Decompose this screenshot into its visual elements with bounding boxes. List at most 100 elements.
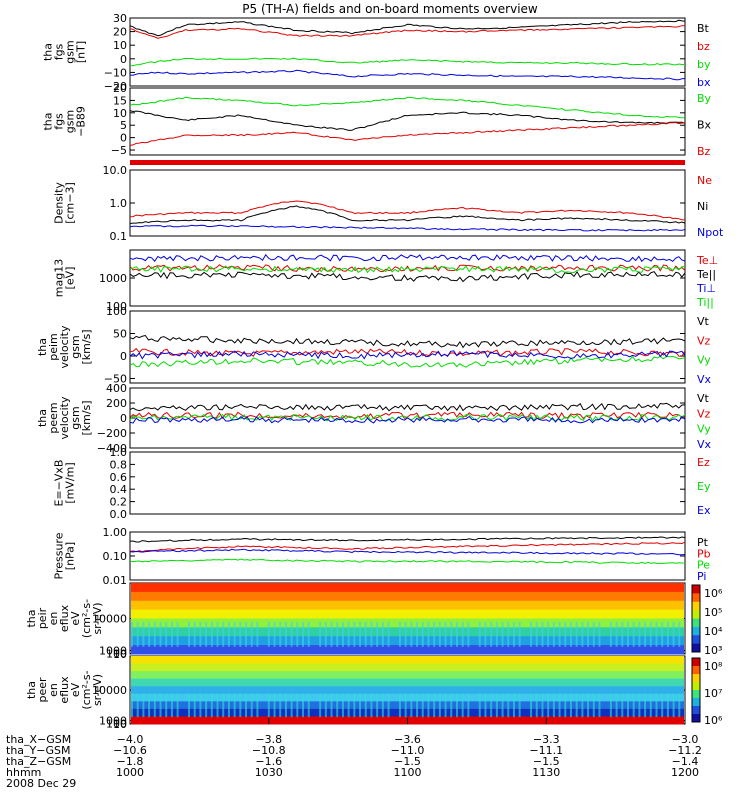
y-axis-label-line: gsm bbox=[64, 110, 77, 133]
y-axis-label-line: velocity bbox=[58, 396, 71, 439]
y-tick-label: 1.0 bbox=[110, 446, 128, 459]
spectrogram-streak bbox=[159, 693, 162, 718]
spectrogram-streak bbox=[501, 622, 504, 647]
spectrogram-streak bbox=[672, 622, 675, 647]
y-tick-label: 10 bbox=[113, 107, 127, 120]
spectrogram-streak bbox=[307, 693, 310, 718]
spectrogram-streak bbox=[467, 693, 470, 718]
spectrogram-streak bbox=[370, 693, 373, 718]
spectrogram-band bbox=[131, 583, 684, 593]
legend-entry: Te|| bbox=[696, 268, 716, 281]
y-axis-label-line: gsm bbox=[69, 335, 82, 358]
spectrogram-streak bbox=[638, 693, 641, 718]
legend-entry: bx bbox=[697, 76, 711, 89]
series-line bbox=[129, 224, 686, 232]
x-tick-label: 1200 bbox=[671, 766, 699, 779]
spectrogram-streak bbox=[296, 622, 299, 647]
status-bar bbox=[130, 160, 685, 165]
x-tick-label: −3.0 bbox=[672, 733, 699, 746]
spectrogram-streak bbox=[621, 693, 624, 718]
legend-entry: Ti|| bbox=[696, 296, 714, 309]
spectrogram-streak bbox=[148, 622, 151, 647]
y-axis-label: thapeemvelocitygsm[km/s] bbox=[36, 396, 93, 439]
spectrogram-streak bbox=[433, 693, 436, 718]
spectrogram-band bbox=[131, 678, 684, 687]
legend-entry: Vt bbox=[697, 315, 710, 328]
spectrogram-streak bbox=[438, 622, 441, 647]
y-axis-label: E=−VxB[mV/m] bbox=[53, 460, 77, 507]
series-line bbox=[129, 264, 686, 273]
spectrogram-streak bbox=[535, 693, 538, 718]
colorbar-label: 10⁶ bbox=[704, 587, 723, 600]
y-axis-label: mag13[eV] bbox=[53, 259, 77, 297]
spectrogram-streak bbox=[222, 693, 225, 718]
y-tick-label: 20 bbox=[113, 26, 127, 39]
panel-frame bbox=[129, 451, 686, 515]
legend-entry: Vx bbox=[697, 438, 712, 451]
spectrogram-streak bbox=[233, 622, 236, 647]
spectrogram-streak bbox=[165, 622, 168, 647]
spectrogram-streak bbox=[267, 693, 270, 718]
x-tick-label: −11.0 bbox=[391, 744, 425, 757]
legend-entry: by bbox=[697, 58, 711, 71]
spectrogram-streak bbox=[381, 693, 384, 718]
colorbar: 10⁸ 10⁷ 10⁶ bbox=[691, 657, 723, 727]
spectrogram-streak bbox=[370, 622, 373, 647]
spectrogram-streak bbox=[592, 693, 595, 718]
y-axis-label-line: tha bbox=[25, 609, 38, 627]
spectrogram-streak bbox=[655, 622, 658, 647]
legend-entry: By bbox=[697, 92, 712, 105]
spectrogram-streak bbox=[484, 693, 487, 718]
spectrogram-streak bbox=[444, 693, 447, 718]
series-line bbox=[129, 415, 686, 424]
y-tick-label: 0 bbox=[120, 132, 127, 145]
spectrogram-streak bbox=[302, 693, 305, 718]
spectrogram-streak bbox=[210, 622, 213, 647]
spectrogram-streak bbox=[433, 622, 436, 647]
spectrogram-streak bbox=[661, 693, 664, 718]
y-tick-label: 0.2 bbox=[110, 496, 128, 509]
spectrogram-streak bbox=[592, 622, 595, 647]
y-axis-label-line: peer bbox=[36, 677, 49, 703]
series-line bbox=[129, 69, 686, 81]
spectrogram-streak bbox=[490, 693, 493, 718]
colorbar-segment bbox=[692, 658, 700, 667]
y-tick-label: −50 bbox=[104, 373, 127, 386]
y-axis-label-line: [eV] bbox=[64, 267, 77, 290]
spectrogram-streak bbox=[142, 622, 145, 647]
y-tick-label: 0.8 bbox=[110, 458, 128, 471]
spectrogram-streak bbox=[518, 693, 521, 718]
spectrogram-streak bbox=[188, 693, 191, 718]
spectrogram-band bbox=[131, 636, 684, 646]
spectrogram-streak bbox=[148, 693, 151, 718]
spectrogram-streak bbox=[245, 693, 248, 718]
spectrogram-streak bbox=[279, 693, 282, 718]
y-tick-label: 400 bbox=[106, 382, 127, 395]
series-line bbox=[129, 334, 686, 349]
spectrogram-streak bbox=[615, 622, 618, 647]
x-tick-label: −10.8 bbox=[252, 744, 286, 757]
colorbar-segment bbox=[692, 643, 700, 653]
y-tick-label: −200 bbox=[97, 427, 127, 440]
legend-entry: Bz bbox=[697, 145, 711, 158]
series-line bbox=[129, 350, 686, 360]
spectrogram-streak bbox=[273, 693, 276, 718]
spectrogram-streak bbox=[581, 693, 584, 718]
x-tick-label: −1.4 bbox=[672, 755, 699, 768]
series-line bbox=[129, 253, 686, 263]
y-axis-label-line: E=−VxB bbox=[53, 460, 66, 507]
spectrogram-band bbox=[131, 591, 684, 602]
spectrogram-streak bbox=[416, 693, 419, 718]
spectrogram-streak bbox=[205, 693, 208, 718]
y-axis-label-line: sr-eV) bbox=[91, 602, 104, 634]
spectrogram-streak bbox=[227, 693, 230, 718]
spectrogram-streak bbox=[319, 693, 322, 718]
spectrogram-streak bbox=[587, 693, 590, 718]
spectrogram-band bbox=[131, 671, 684, 680]
spectrogram-streak bbox=[341, 622, 344, 647]
spectrogram-band bbox=[131, 663, 684, 672]
spectrogram-streak bbox=[330, 693, 333, 718]
spectrogram-streak bbox=[581, 622, 584, 647]
y-tick-label: 5 bbox=[120, 119, 127, 132]
y-tick-label: 10000 bbox=[92, 684, 127, 697]
